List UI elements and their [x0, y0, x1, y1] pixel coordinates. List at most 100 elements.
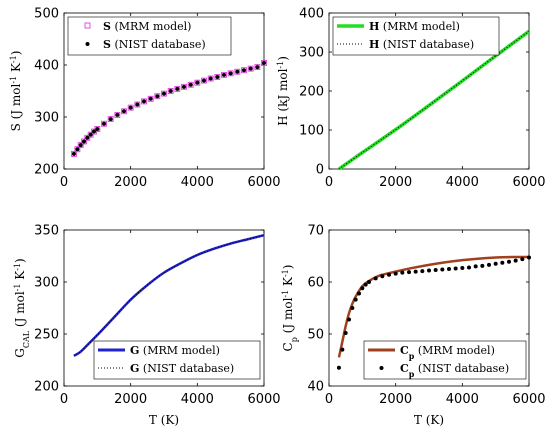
data-point-dot [427, 268, 431, 273]
legend-label: S (MRM model) [103, 20, 191, 33]
data-point-square [127, 104, 134, 111]
data-point-dot [82, 139, 86, 144]
data-point-dot [480, 263, 485, 268]
legend-heat-capacity: Cp (MRM model) Cp (NIST database) [363, 340, 527, 380]
y-tick-label: 500 [34, 7, 59, 22]
legend-dot-marker [379, 366, 384, 370]
data-point-dot [162, 91, 166, 96]
x-tick-label: 4000 [446, 392, 479, 407]
data-point-dot [367, 280, 371, 284]
data-point-dot [407, 270, 411, 275]
data-point-square [214, 74, 221, 80]
series-line-cp-0 [337, 255, 530, 358]
legend-enthalpy: H (MRM model) H (NIST database) [332, 16, 500, 56]
x-tick-label: 0 [325, 175, 333, 190]
y-tick-label: 60 [307, 276, 324, 291]
series-line-g-1 [73, 234, 265, 357]
data-point-square [161, 90, 167, 97]
data-point-square [141, 98, 147, 105]
marks-gibbs [73, 233, 265, 357]
data-point-dot [242, 68, 246, 73]
data-point-dot [88, 132, 93, 137]
data-point-dot [433, 268, 438, 273]
data-point-dot [440, 267, 445, 272]
data-point-dot [215, 74, 220, 79]
data-point-dot [168, 89, 173, 93]
data-point-square [234, 68, 241, 75]
data-point-dot [357, 291, 361, 296]
data-point-dot [202, 78, 206, 83]
data-point-dot [380, 274, 385, 279]
data-point-dot [255, 65, 260, 70]
legend-entropy: S (MRM model) S (NIST database) [67, 16, 232, 56]
panel-entropy: 0 2000 4000 6000 200 300 400 500 S (J mol-1 K-1… [9, 7, 281, 191]
data-point-dot [527, 255, 531, 260]
data-point-dot [182, 84, 186, 89]
y-tick-label: 400 [34, 59, 59, 74]
x-tick-label: 6000 [512, 175, 545, 190]
data-point-square [147, 95, 154, 102]
data-point-square [241, 67, 247, 74]
data-point-dot [85, 135, 90, 140]
data-point-square [247, 65, 254, 72]
data-point-dot [353, 297, 358, 302]
data-point-dot [228, 71, 233, 76]
data-point-square [174, 85, 181, 92]
x-tick-label: 2000 [379, 392, 412, 407]
data-point-dot [350, 306, 355, 310]
x-tick-label: 6000 [247, 175, 280, 190]
y-tick-label: 0 [316, 163, 324, 178]
y-tick-label: 40 [307, 380, 324, 395]
data-point-square [187, 81, 194, 88]
data-point-dot [513, 258, 518, 263]
data-point-dot [507, 259, 511, 264]
data-point-square [201, 77, 207, 84]
data-point-dot [460, 265, 465, 270]
y-tick-label: 300 [299, 46, 324, 61]
data-point-dot [78, 143, 83, 148]
data-point-square [84, 134, 91, 141]
plot-frame-gibbs [63, 229, 265, 387]
x-tick-label: 0 [60, 392, 68, 407]
data-point-dot [447, 267, 451, 271]
x-tick-label: 2000 [114, 392, 147, 407]
ylabel-gibbs: GCAL (J mol-1 K-1) [13, 258, 31, 357]
data-point-dot [347, 317, 351, 322]
data-point-square [227, 70, 234, 77]
legend-label: Cp (MRM model) [400, 344, 495, 361]
y-tick-label: 70 [307, 224, 324, 239]
data-point-dot [188, 82, 193, 87]
legend-box [93, 340, 261, 380]
axes-heat-capacity: 0 2000 4000 6000 40 50 60 70 [307, 224, 545, 408]
x-tick-label: 0 [325, 392, 333, 407]
x-tick-label: 4000 [181, 175, 214, 190]
data-point-dot [175, 86, 180, 91]
data-point-dot [208, 76, 213, 81]
data-point-dot [360, 286, 365, 291]
legend-box [332, 16, 500, 56]
y-tick-label: 200 [34, 380, 59, 395]
data-point-square [181, 83, 187, 90]
legend-box [363, 340, 527, 380]
data-point-dot [343, 330, 348, 335]
x-tick-label: 6000 [247, 392, 280, 407]
data-point-square [94, 126, 101, 132]
axes-gibbs: 0 2000 4000 6000 200 250 300 350 [34, 224, 280, 408]
x-tick-label: 2000 [379, 175, 412, 190]
y-tick-label: 300 [34, 111, 59, 126]
axes-enthalpy: 0 2000 4000 6000 0 100 200 300 400 [299, 7, 545, 191]
plot-frame-heat-capacity [328, 229, 530, 387]
data-point-dot [148, 96, 153, 101]
data-point-dot [420, 269, 425, 274]
x-tick-label: 4000 [181, 392, 214, 407]
data-point-dot [336, 365, 341, 370]
legend-label: G (NIST database) [130, 362, 234, 375]
y-tick-label: 250 [34, 328, 59, 343]
y-tick-label: 350 [34, 224, 59, 239]
data-point-dot [128, 105, 133, 110]
marks-heat-capacity [336, 255, 531, 370]
data-point-dot [520, 257, 525, 262]
data-point-square [221, 71, 227, 78]
data-point-square [101, 120, 107, 127]
